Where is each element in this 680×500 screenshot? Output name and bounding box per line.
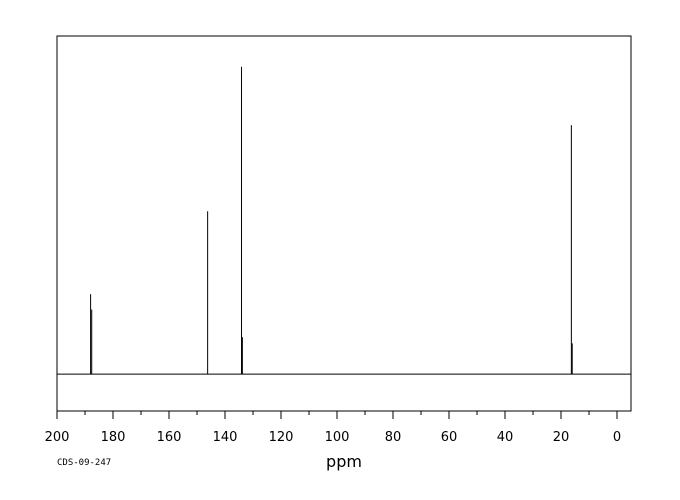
x-axis-title: ppm xyxy=(326,452,362,471)
x-tick-label: 0 xyxy=(613,430,621,445)
x-tick-label: 140 xyxy=(213,430,238,445)
x-tick-label: 40 xyxy=(497,430,514,445)
compound-code-label: CDS-09-247 xyxy=(57,458,111,468)
x-tick-label: 20 xyxy=(553,430,570,445)
spectrum-peaks xyxy=(90,66,573,375)
x-tick-label: 100 xyxy=(325,430,350,445)
x-tick-label: 160 xyxy=(157,430,182,445)
x-tick-label: 60 xyxy=(441,430,458,445)
x-tick-label: 180 xyxy=(101,430,126,445)
x-axis-ticks xyxy=(56,411,618,419)
x-axis-tick-labels: 200 180 160 140 120 100 80 60 40 20 0 xyxy=(45,430,622,445)
plot-frame xyxy=(56,35,632,412)
x-tick-label: 80 xyxy=(385,430,402,445)
x-tick-label: 200 xyxy=(45,430,70,445)
x-tick-label: 120 xyxy=(269,430,294,445)
